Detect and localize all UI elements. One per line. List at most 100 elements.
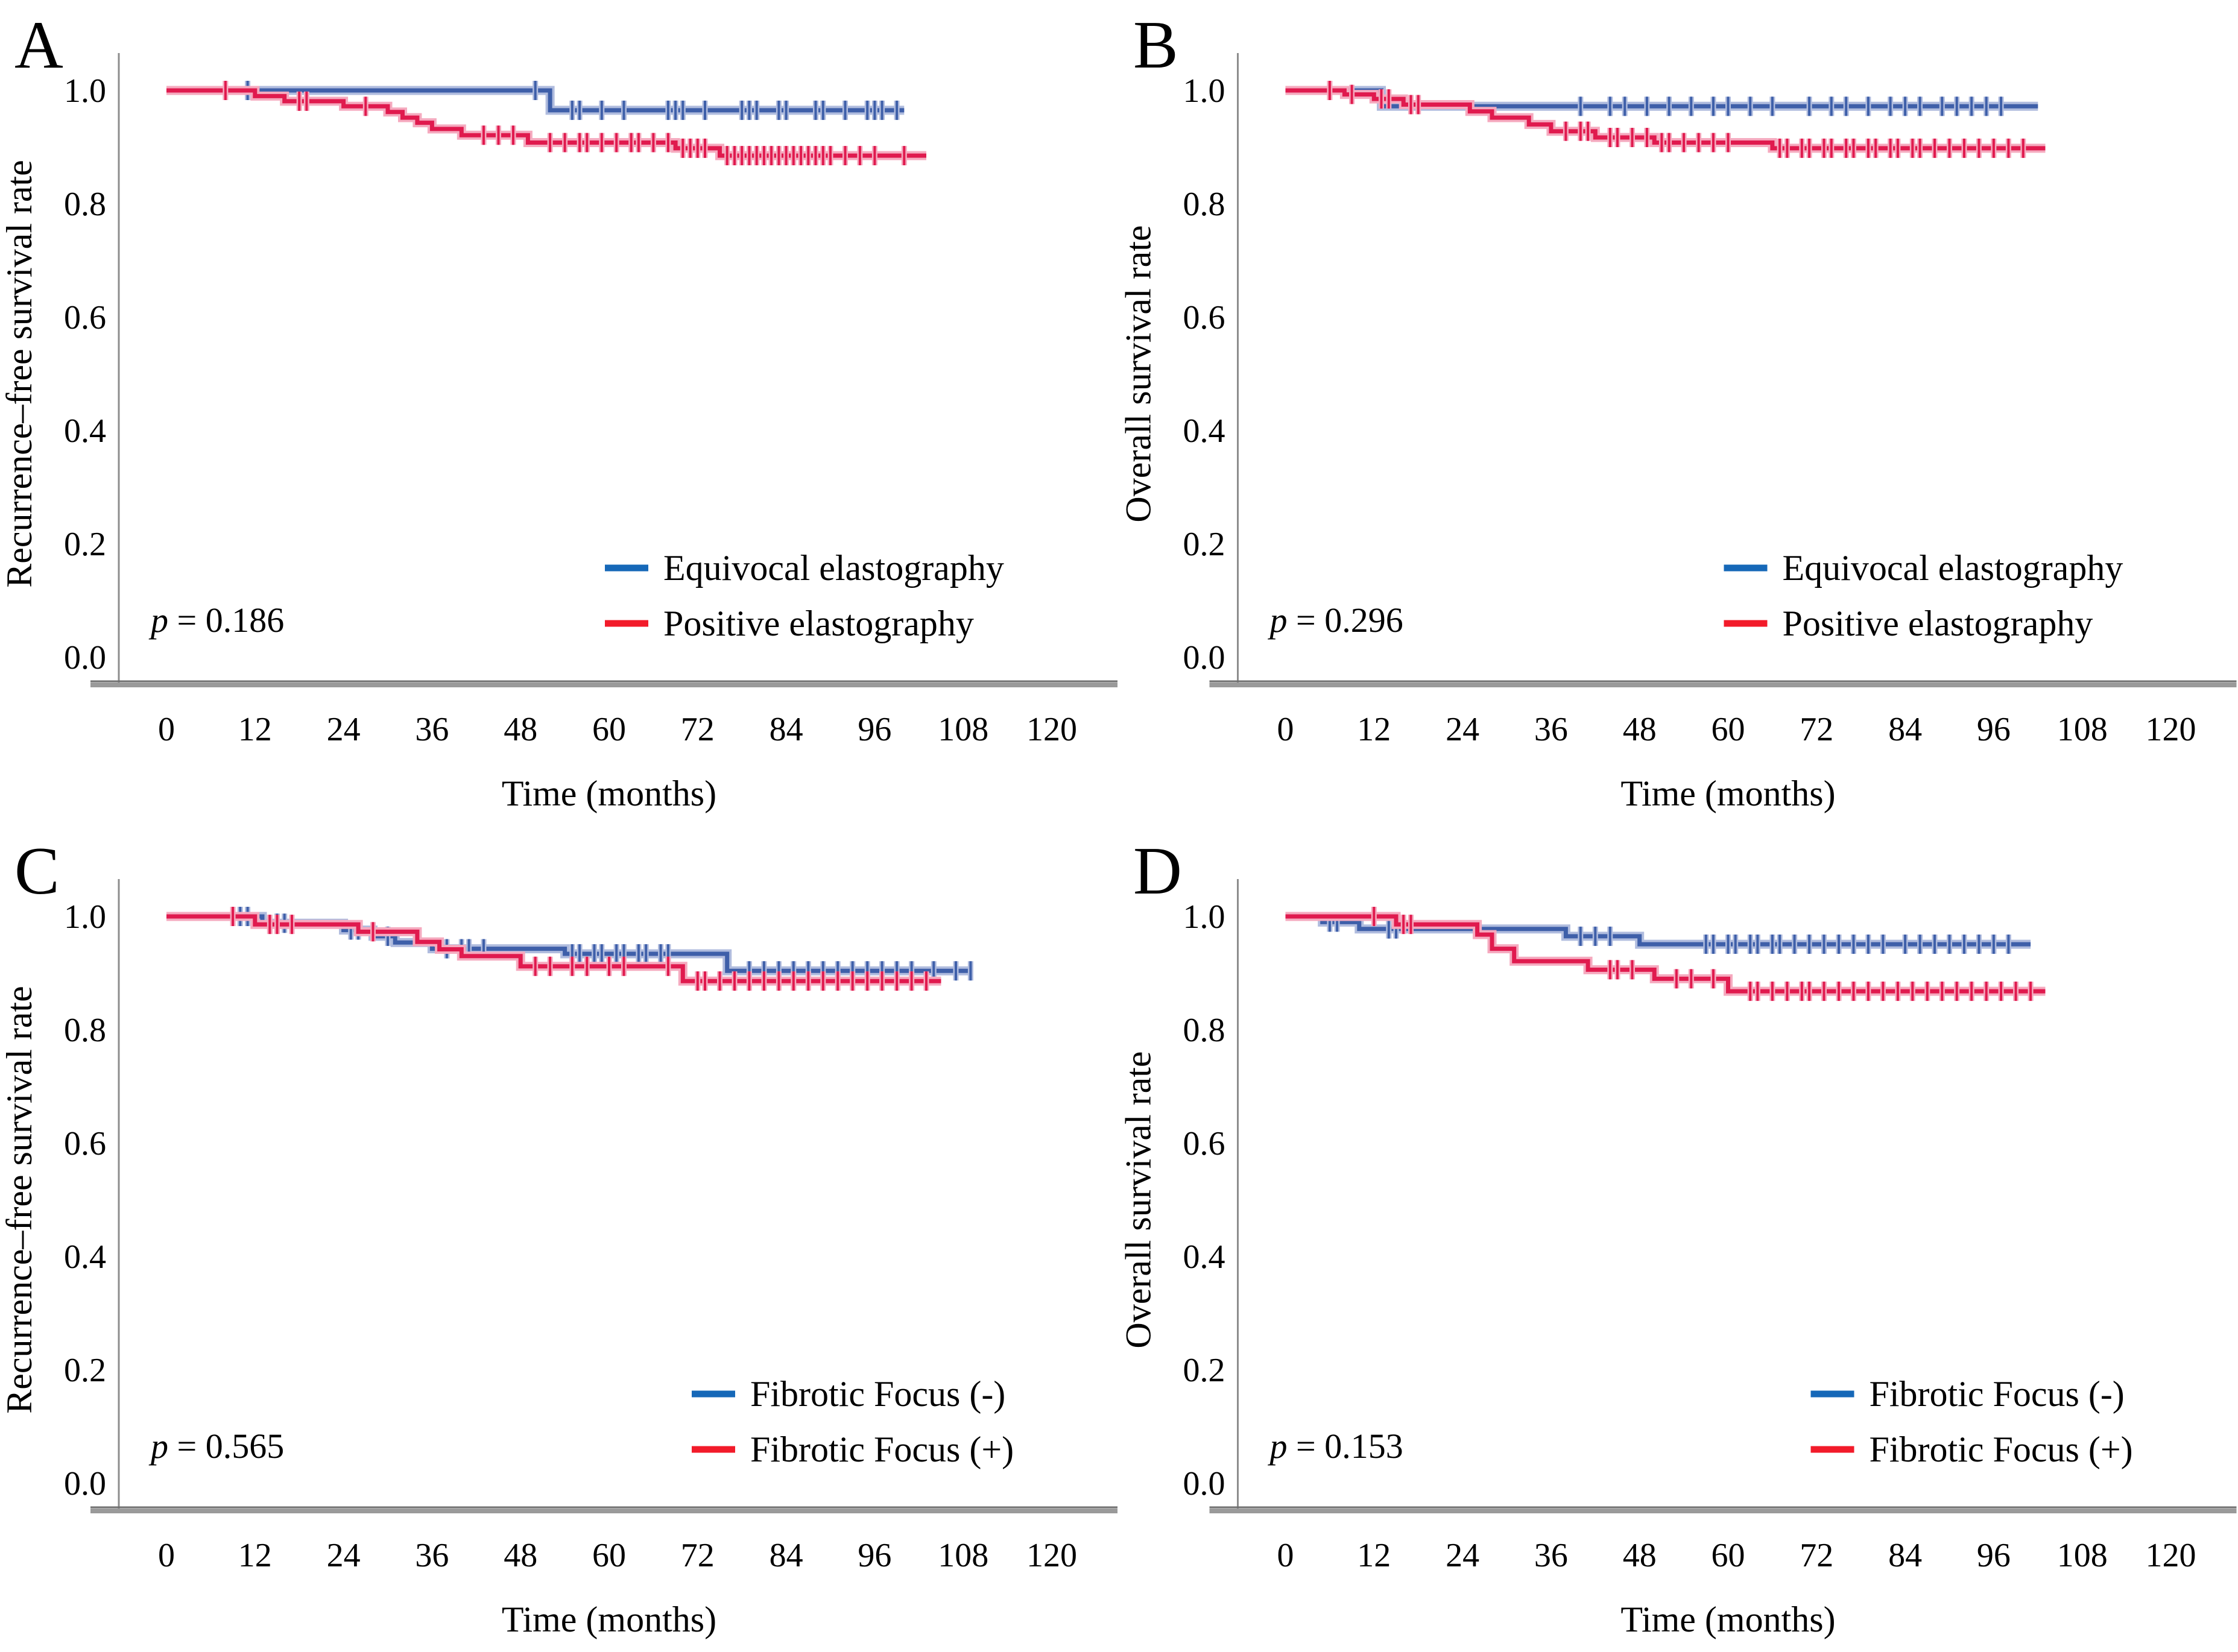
p-value-text: p = 0.565: [148, 1427, 284, 1466]
censor-ticks-1: [230, 907, 929, 991]
y-tick-label: 0.8: [1183, 1012, 1225, 1049]
x-tick-label: 96: [1977, 1537, 2011, 1574]
x-tick-label: 72: [681, 711, 715, 748]
x-tick-label: 72: [1800, 711, 1833, 748]
y-tick-label: 1.0: [1183, 72, 1225, 110]
y-tick-label: 0.8: [1183, 186, 1225, 223]
censor-ticks-0: [1578, 96, 2004, 116]
y-tick-label: 0.8: [64, 1012, 106, 1049]
y-tick-label: 0.6: [1183, 1125, 1225, 1162]
x-tick-label: 96: [858, 711, 891, 748]
x-tick-label: 120: [1026, 1537, 1077, 1574]
censor-ticks-1: [1371, 907, 2034, 1001]
x-tick-label: 0: [1277, 711, 1294, 748]
y-tick-label: 1.0: [64, 72, 106, 110]
x-tick-label: 108: [938, 711, 988, 748]
x-tick-label: 24: [1446, 711, 1479, 748]
panel-c: C 1.0 0.8 0.6 0.4 0.2 0.0 0 12 24 36 48 60 72 84 96 108…: [0, 826, 1119, 1652]
km-chart-a: 1.0 0.8 0.6 0.4 0.2 0.0 0 12 24 36 48 60 72 84 96 108 12…: [0, 53, 1117, 813]
x-tick-label: 0: [158, 1537, 175, 1574]
x-axis-title: Time (months): [1620, 1600, 1835, 1639]
y-tick-label: 0.4: [64, 1238, 106, 1276]
x-tick-label: 108: [938, 1537, 988, 1574]
x-tick-label: 108: [2057, 1537, 2108, 1574]
survival-curve-1: [1285, 88, 2046, 151]
x-axis-line: [90, 683, 1117, 687]
x-tick-label: 24: [327, 711, 361, 748]
x-tick-label: 36: [1534, 711, 1568, 748]
x-tick-label: 84: [1888, 1537, 1922, 1574]
x-tick-label: 48: [1623, 711, 1657, 748]
y-tick-label: 1.0: [64, 898, 106, 936]
legend-label-0: Fibrotic Focus (-): [750, 1374, 1005, 1414]
y-axis-title: Recurrence–free survival rate: [0, 160, 39, 588]
y-axis-title: Overall survival rate: [1119, 225, 1159, 522]
y-tick-label: 0.4: [1183, 412, 1225, 450]
x-tick-label: 12: [238, 1537, 272, 1574]
y-tick-label: 0.6: [64, 1125, 106, 1162]
km-chart-b: 1.0 0.8 0.6 0.4 0.2 0.0 0 12 24 36 48 60 72 84 96 108 12…: [1119, 53, 2237, 813]
x-tick-label: 12: [238, 711, 272, 748]
x-tick-label: 0: [1277, 1537, 1294, 1574]
x-tick-label: 60: [1711, 711, 1745, 748]
legend-label-0: Equivocal elastography: [1783, 548, 2123, 588]
panel-letter-b: B: [1133, 8, 1178, 83]
x-tick-label: 12: [1357, 711, 1391, 748]
x-tick-label: 48: [504, 1537, 537, 1574]
x-tick-label: 36: [1534, 1537, 1568, 1574]
panel-b: B 1.0 0.8 0.6 0.4 0.2 0.0 0 12 24 36 48 60 72 84 96 108…: [1119, 0, 2238, 826]
x-tick-label: 96: [858, 1537, 891, 1574]
y-tick-label: 0.6: [64, 299, 106, 336]
x-tick-label: 84: [770, 1537, 803, 1574]
km-chart-d: 1.0 0.8 0.6 0.4 0.2 0.0 0 12 24 36 48 60 72 84 96 108 12…: [1119, 879, 2237, 1639]
panel-letter-a: A: [14, 8, 63, 83]
x-axis-line: [90, 1509, 1117, 1513]
panel-d: D 1.0 0.8 0.6 0.4 0.2 0.0 0 12 24 36 48 60 72 84 96 108…: [1119, 826, 2238, 1652]
p-value-text: p = 0.153: [1268, 1427, 1403, 1466]
x-tick-label: 60: [592, 711, 626, 748]
x-tick-label: 48: [504, 711, 537, 748]
y-tick-label: 0.4: [1183, 1238, 1225, 1276]
x-tick-label: 24: [1446, 1537, 1479, 1574]
y-tick-label: 0.0: [64, 639, 106, 676]
x-tick-label: 84: [1888, 711, 1922, 748]
survival-curve-0: [166, 88, 905, 113]
km-chart-c: 1.0 0.8 0.6 0.4 0.2 0.0 0 12 24 36 48 60 72 84 96 108 12…: [0, 879, 1117, 1639]
y-tick-label: 0.2: [64, 1352, 106, 1389]
x-axis-line: [1209, 683, 2237, 687]
y-tick-label: 0.0: [1183, 1465, 1225, 1502]
p-value-text: p = 0.186: [148, 601, 284, 640]
y-tick-label: 1.0: [1183, 898, 1225, 936]
x-axis-title: Time (months): [502, 1600, 716, 1639]
x-tick-label: 96: [1977, 711, 2011, 748]
y-tick-label: 0.4: [64, 412, 106, 450]
x-tick-label: 36: [415, 1537, 449, 1574]
censor-ticks-0: [245, 81, 900, 120]
x-tick-label: 120: [2145, 1537, 2196, 1574]
x-tick-label: 120: [2145, 711, 2196, 748]
legend-label-1: Fibrotic Focus (+): [1870, 1430, 2133, 1469]
x-tick-label: 72: [1800, 1537, 1833, 1574]
x-tick-label: 108: [2057, 711, 2108, 748]
x-tick-label: 24: [327, 1537, 361, 1574]
panel-letter-d: D: [1133, 834, 1182, 909]
x-axis-title: Time (months): [1620, 774, 1835, 813]
legend-label-0: Equivocal elastography: [663, 548, 1004, 588]
legend-label-1: Fibrotic Focus (+): [750, 1430, 1014, 1469]
y-tick-label: 0.0: [64, 1465, 106, 1502]
x-tick-label: 72: [681, 1537, 715, 1574]
censor-ticks-0: [1327, 912, 2011, 954]
y-axis-title: Overall survival rate: [1119, 1051, 1159, 1348]
x-tick-label: 36: [415, 711, 449, 748]
p-value-text: p = 0.296: [1268, 601, 1403, 640]
x-tick-label: 12: [1357, 1537, 1391, 1574]
x-tick-label: 84: [770, 711, 803, 748]
legend-label-1: Positive elastography: [1783, 604, 2093, 643]
panel-a: A 1.0 0.8 0.6 0.4 0.2 0.0 0 12 24 36 48 60 72 84 96 108…: [0, 0, 1119, 826]
survival-curve-1: [166, 88, 926, 158]
x-tick-label: 60: [592, 1537, 626, 1574]
y-tick-label: 0.2: [1183, 526, 1225, 563]
censor-ticks-1: [1327, 81, 2026, 158]
censor-ticks-0: [237, 907, 973, 981]
